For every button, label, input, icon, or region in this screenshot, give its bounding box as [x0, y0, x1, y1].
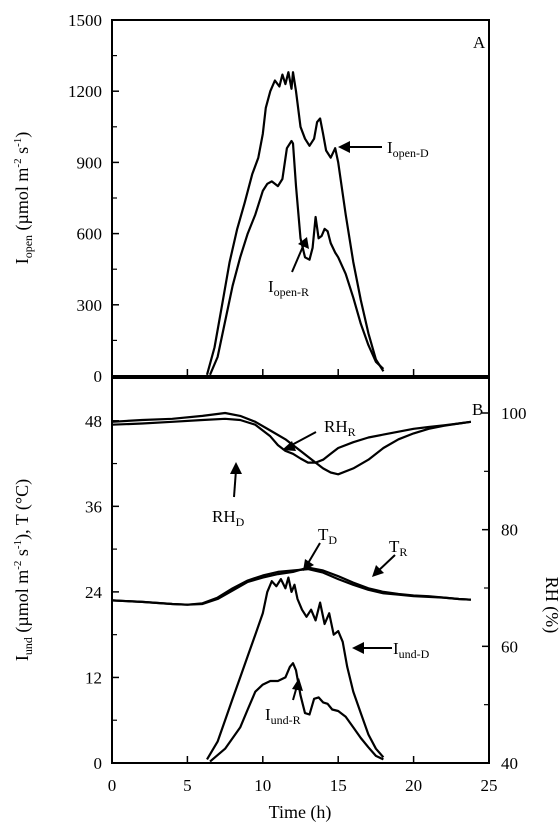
annotation-iopen-r-arrowhead	[298, 237, 309, 249]
series-line-b-rhr	[111, 417, 472, 464]
panel-a-y-tick-label: 1500	[68, 11, 102, 30]
annotation-rh-d-arrow	[233, 469, 237, 498]
panel-b-x-tick-label: 25	[481, 776, 498, 795]
panel-a-letter: A	[473, 33, 486, 52]
annotation-iopen-d-arrowhead	[338, 141, 350, 153]
series-line-a-iopen-r	[208, 139, 385, 376]
annotation-rh-d-label: RHD	[212, 507, 245, 529]
series-line-b-tr	[111, 566, 471, 606]
annotation-iopen-r-arrow	[291, 243, 305, 273]
panel-b-x-tick-label: 5	[183, 776, 192, 795]
series-line-b-rhd	[111, 411, 472, 476]
panel-a-y-tick-label: 900	[77, 153, 103, 172]
annotation-iopen-d: Iopen-D	[338, 138, 429, 160]
panel-b-y2-tick-label: 60	[501, 637, 518, 656]
panel-b-frame	[111, 377, 490, 764]
annotation-rh-r-label: RHR	[324, 417, 356, 439]
panel-a-y-axis-title: Iopen (µmol m-2 s-1)	[12, 132, 35, 265]
panel-b-y-tick-label: 24	[85, 583, 103, 602]
annotation-iund-d-label: Iund-D	[393, 639, 430, 661]
x-axis-title: Time (h)	[269, 802, 332, 823]
panel-b-x-tick-label: 10	[254, 776, 271, 795]
panel-b-letter: B	[472, 400, 483, 419]
annotation-t-r-label: TR	[389, 537, 407, 559]
annotation-iopen-r: Iopen-R	[268, 237, 309, 299]
annotation-iund-r-arrowhead	[292, 678, 303, 691]
panel-b-x-tick-label: 20	[405, 776, 422, 795]
annotation-t-d-label: TD	[318, 525, 337, 547]
annotation-t-d-arrowhead	[303, 559, 314, 571]
annotation-t-r: TR	[372, 537, 407, 577]
annotation-t-d-arrow	[306, 542, 321, 566]
annotation-rh-d: RHD	[212, 462, 245, 529]
annotation-rh-r: RHR	[282, 417, 356, 451]
panel-a-y-tick-label: 0	[94, 367, 103, 386]
panel-b-y-tick-label: 36	[85, 497, 102, 516]
panel-b-y2-tick-label: 40	[501, 754, 518, 773]
annotation-iopen-r-label: Iopen-R	[268, 277, 309, 299]
panel-b-ticks: 0 12 24 36 48 40 60 80 100 0 5 10 15 20 25	[85, 404, 527, 795]
series-line-b-iund-d	[206, 576, 385, 760]
panel-b-y-tick-label: 48	[85, 412, 102, 431]
panel-a-frame	[111, 19, 490, 377]
panel-b-y-tick-label: 0	[94, 754, 103, 773]
panel-b-y2-tick-label: 100	[501, 404, 527, 423]
annotation-iopen-d-label: Iopen-D	[387, 138, 429, 160]
annotation-iund-r: Iund-R	[265, 678, 303, 727]
panel-b-x-tick-label: 15	[330, 776, 347, 795]
panel-a-y-tick-label: 300	[77, 296, 103, 315]
panel-b-y-axis-title: Iund (µmol m-2 s-1), T (°C)	[12, 479, 35, 661]
annotation-iund-r-label: Iund-R	[265, 705, 301, 727]
panel-a-y-tick-label: 600	[77, 225, 103, 244]
series-line-a-iopen-d	[205, 71, 385, 376]
annotation-iund-d: Iund-D	[352, 639, 430, 661]
annotation-t-r-arrowhead	[372, 565, 384, 577]
panel-b-y2-tick-label: 80	[501, 521, 518, 540]
panel-a-ticks: 0 300 600 900 1200 1500	[68, 11, 490, 386]
panel-b-x-tick-label: 0	[108, 776, 117, 795]
series-layer	[111, 71, 472, 763]
annotation-rh-r-arrowhead	[282, 441, 296, 451]
series-line-b-iund-r	[209, 662, 384, 763]
annotation-rh-d-arrowhead	[230, 462, 242, 474]
annotation-iund-d-arrowhead	[352, 642, 364, 654]
panel-a-y-tick-label: 1200	[68, 82, 102, 101]
annotation-t-d: TD	[303, 525, 337, 571]
panel-b-y2-axis-title: RH (%)	[541, 577, 560, 634]
panel-b-y-tick-label: 12	[85, 668, 102, 687]
